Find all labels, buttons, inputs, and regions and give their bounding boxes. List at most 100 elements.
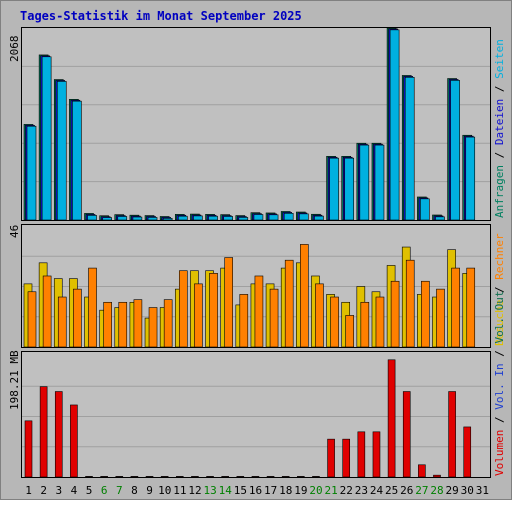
legend-entry: Dateien [493, 99, 506, 145]
volumen-bar [342, 438, 351, 478]
bottom-panel-background [21, 351, 491, 478]
x-tick-label: 17 [264, 484, 277, 497]
x-tick-label: 31 [476, 484, 489, 497]
legend-entry: Anfragen [493, 165, 506, 218]
x-tick-label: 19 [294, 484, 307, 497]
legend-entry: Besuche [493, 300, 506, 346]
seiten-bar [26, 125, 37, 221]
seiten-bar [283, 213, 294, 221]
legend-entry: / [493, 344, 506, 364]
volumen-bar [463, 426, 472, 478]
rechner-bar [148, 307, 158, 348]
volumen-bar [100, 476, 108, 478]
x-tick-label: 10 [158, 484, 171, 497]
volumen-bar [402, 391, 411, 478]
legend-entry: Vol. Out [493, 291, 506, 344]
rechner-bar [73, 288, 82, 348]
rechner-bar [269, 288, 279, 348]
volumen-bar [221, 476, 229, 478]
seiten-bar [374, 144, 385, 221]
x-tick-label: 2 [40, 484, 47, 497]
x-tick-label: 16 [249, 484, 262, 497]
seiten-bar [41, 56, 52, 221]
legend-entry: Volumen [493, 430, 506, 476]
volumen-bar [206, 476, 214, 478]
rechner-bar [118, 301, 128, 348]
seiten-bar [329, 157, 339, 221]
x-tick-label: 13 [203, 484, 216, 497]
volumen-bar [115, 476, 124, 478]
rechner-bar [42, 275, 52, 348]
x-tick-label: 21 [325, 484, 338, 497]
legend-entry: Rechner [493, 233, 506, 280]
volumen-bar [433, 474, 441, 478]
seiten-bar [56, 81, 67, 221]
seiten-bar [238, 217, 249, 221]
rechner-bar [239, 294, 249, 348]
rechner-bar [103, 301, 112, 348]
rechner-bar [284, 259, 294, 348]
seiten-bar [117, 216, 128, 221]
volumen-bar [85, 476, 93, 478]
rechner-bar [375, 296, 385, 348]
bottom-panel-legend: Volumen / Vol. In / Vol. Out [493, 291, 506, 476]
rechner-bar [360, 301, 370, 348]
volumen-bar [327, 438, 335, 478]
seiten-bar [253, 214, 264, 221]
legend-entry: / [493, 145, 506, 165]
x-tick-label: 27 [415, 484, 428, 497]
seiten-bar [147, 217, 158, 221]
rechner-bar [57, 296, 67, 348]
x-tick-label: 8 [131, 484, 138, 497]
seiten-bar [72, 100, 82, 221]
rechner-bar [345, 315, 355, 348]
seiten-bar [177, 215, 188, 221]
legend-entry: Vol. In [493, 363, 506, 409]
x-tick-label: 22 [340, 484, 353, 497]
rechner-bar [224, 257, 233, 348]
x-tick-label: 4 [71, 484, 78, 497]
chart-title: Tages-Statistik im Monat September 2025 [20, 9, 302, 23]
x-tick-label: 1 [25, 484, 32, 497]
volumen-bar [387, 359, 396, 478]
x-tick-label: 20 [309, 484, 322, 497]
x-tick-label: 28 [430, 484, 443, 497]
x-tick-label: 7 [116, 484, 123, 497]
volumen-bar [39, 386, 48, 478]
volumen-bar [297, 476, 305, 478]
x-axis-day-labels: 1 2 3 4 5 6 7 8 9 10 11 12 13 14 15 16 17 18 19 20 21 22 23 24 2… [25, 484, 489, 497]
legend-entry: Seiten [493, 39, 506, 79]
rechner-bar [451, 267, 460, 348]
volumen-bar [70, 404, 78, 478]
rechner-bar [209, 273, 218, 348]
volumen-bar [24, 420, 33, 478]
volumen-bar [175, 476, 184, 478]
top-panel-max-label: 2068 [8, 36, 21, 63]
x-tick-label: 11 [173, 484, 186, 497]
top-panel-background [21, 27, 491, 221]
volumen-bar [312, 476, 320, 478]
rechner-bar [300, 244, 309, 348]
rechner-bar [390, 280, 400, 348]
rechner-bar [27, 291, 37, 348]
top-panel-legend: Anfragen / Dateien / Seiten [493, 39, 506, 218]
seiten-bar [208, 215, 218, 221]
volumen-bar [130, 476, 139, 478]
seiten-bar [465, 136, 476, 221]
x-tick-label: 5 [86, 484, 93, 497]
rechner-bar [178, 270, 188, 348]
volumen-bar [251, 476, 260, 478]
x-tick-label: 15 [234, 484, 247, 497]
seiten-bar [450, 80, 460, 221]
volumen-bar [448, 391, 456, 478]
volumen-bar [191, 476, 199, 478]
legend-entry: / [493, 79, 506, 99]
x-tick-label: 9 [146, 484, 153, 497]
seiten-bar [87, 215, 97, 221]
rechner-bar [405, 259, 415, 348]
legend-entry: / [493, 280, 506, 300]
volumen-bar [54, 391, 63, 478]
seiten-bar [268, 214, 279, 221]
